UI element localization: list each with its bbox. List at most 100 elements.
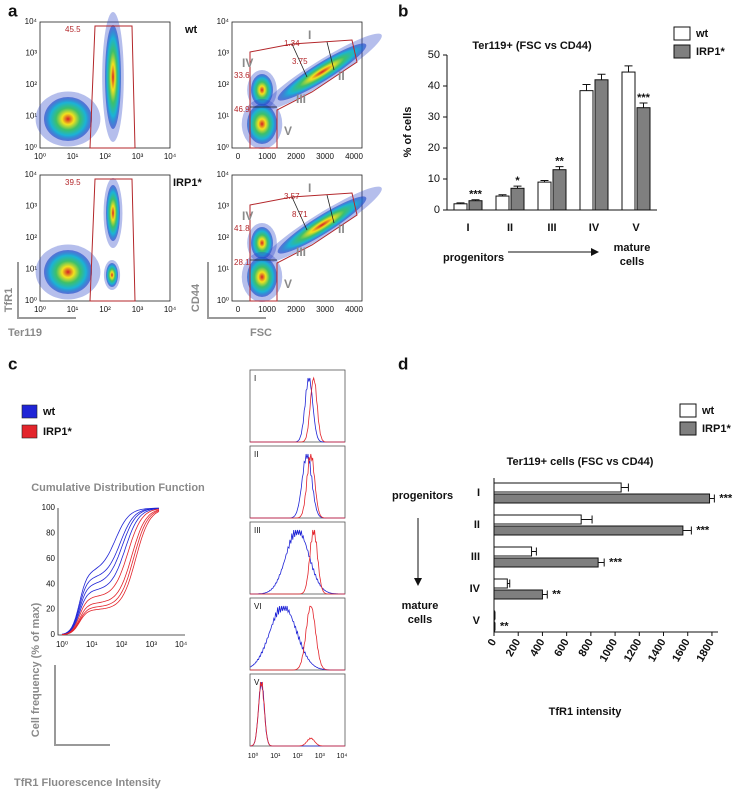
bar [468, 200, 483, 211]
error-bar [682, 526, 692, 535]
bar [493, 514, 582, 525]
y-tick-label: I [477, 487, 480, 499]
annotation: cells [620, 256, 644, 268]
bar [537, 181, 552, 211]
histogram-curve [250, 529, 345, 595]
x-tick-label: 4000 [345, 305, 363, 314]
error-bar [624, 65, 633, 73]
error-bar [555, 166, 564, 170]
legend-swatch [679, 421, 697, 436]
annotation: mature [402, 600, 439, 612]
panel-label: a [8, 1, 18, 20]
x-tick-label: 10³ [132, 305, 144, 314]
x-tick-label: 10¹ [67, 152, 79, 161]
bar [493, 525, 684, 536]
histogram-frame [249, 369, 346, 443]
axis [57, 508, 185, 636]
y-tick-label: III [471, 551, 480, 563]
x-tick-label: I [466, 222, 469, 234]
y-tick-label: 30 [428, 111, 440, 123]
population-label: III [296, 92, 306, 106]
legend-label: wt [701, 405, 715, 417]
y-tick-label: 10⁰ [25, 143, 37, 152]
error-bar [621, 483, 629, 492]
legend-swatch [679, 403, 697, 418]
bar [453, 203, 468, 211]
bar [493, 493, 711, 504]
legend-label: IRP1* [696, 46, 725, 58]
axis-label: CD44 [190, 283, 202, 312]
legend-swatch [673, 26, 691, 41]
y-tick-label: 100 [42, 503, 56, 512]
bar [621, 71, 636, 211]
bar [493, 546, 533, 557]
histogram-curve [250, 376, 345, 443]
population-label: V [284, 124, 292, 138]
x-tick-label: 10¹ [270, 753, 281, 760]
cdf-curve [61, 508, 160, 635]
histogram-curve [249, 681, 345, 747]
x-tick-label: 1400 [646, 637, 669, 664]
annotation: progenitors [443, 252, 504, 264]
gate-value: 41.8 [234, 224, 250, 233]
annotation: cells [408, 614, 432, 626]
x-tick-label: 10⁰ [34, 305, 46, 314]
y-tick-label: 10³ [217, 49, 229, 58]
cdf-curve [61, 508, 160, 635]
x-tick-label: 1000 [598, 637, 621, 664]
density [247, 104, 277, 144]
legend-swatch [21, 424, 38, 439]
x-tick-label: 1000 [258, 152, 276, 161]
axis-label: TfR1 [3, 288, 15, 312]
x-tick-label: 1800 [694, 637, 717, 664]
histogram-curve [250, 605, 345, 671]
error-bar [639, 102, 648, 108]
gate-value: 3.75 [292, 57, 308, 66]
population-label: III [296, 245, 306, 259]
legend-label: wt [42, 406, 56, 418]
y-tick-label: 10 [428, 173, 440, 185]
panel-label: c [8, 354, 17, 373]
x-tick-label: 1200 [622, 637, 645, 664]
density [44, 97, 92, 141]
density [251, 227, 273, 259]
x-tick-label: 10³ [315, 753, 326, 760]
y-tick-label: 10⁴ [217, 17, 230, 26]
histogram-label: V [254, 678, 260, 687]
annotation: mature [614, 242, 651, 254]
population-label: V [284, 277, 292, 291]
y-tick-label: 40 [428, 80, 440, 92]
significance: *** [637, 92, 651, 104]
population-label: I [308, 28, 311, 42]
panel-label: b [398, 1, 408, 20]
chart-title: Ter119+ (FSC vs CD44) [472, 40, 592, 52]
x-tick-label: 2000 [287, 305, 305, 314]
y-tick-label: V [473, 615, 481, 627]
gate-value: 39.5 [65, 178, 81, 187]
x-tick-label: III [547, 222, 556, 234]
x-tick-label: 10² [99, 152, 111, 161]
histogram-curve [250, 529, 345, 595]
legend-label: IRP1* [702, 423, 731, 435]
cdf-curve [61, 509, 160, 635]
x-tick-label: 10⁴ [164, 305, 177, 314]
error-bar [471, 199, 480, 201]
y-tick-label: 40 [46, 579, 55, 588]
y-tick-label: 10¹ [217, 112, 229, 121]
histogram-label: I [254, 374, 256, 383]
histogram-frame [249, 445, 346, 519]
gate-value: 8.71 [292, 210, 308, 219]
bar [493, 482, 622, 493]
legend-label: wt [695, 28, 709, 40]
y-tick-label: II [474, 519, 480, 531]
error-bar [507, 579, 511, 588]
significance: *** [609, 556, 623, 568]
y-tick-label: 50 [428, 49, 440, 61]
x-tick-label: 10¹ [67, 305, 79, 314]
density [247, 257, 277, 297]
gate-value: 46.9 [234, 105, 250, 114]
significance: *** [696, 524, 710, 536]
gate [249, 39, 358, 149]
x-tick-label: 10⁴ [337, 753, 348, 760]
significance: ** [552, 588, 561, 600]
